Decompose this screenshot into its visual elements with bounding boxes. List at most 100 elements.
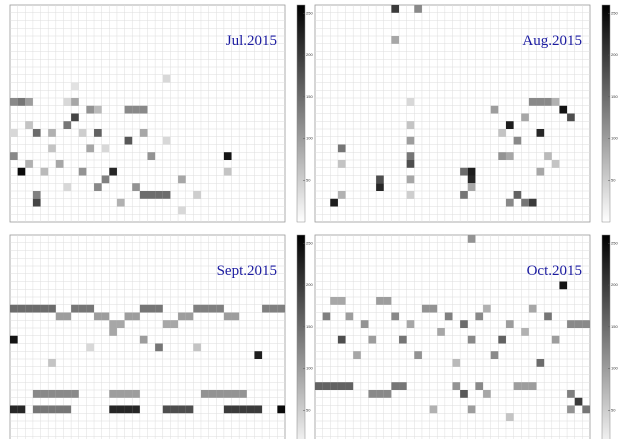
- heat-cell: [330, 198, 338, 207]
- heat-cell: [353, 351, 361, 359]
- colorbar-tick-label: 150: [306, 324, 313, 329]
- heat-cell: [86, 105, 95, 114]
- heat-cell: [383, 390, 392, 398]
- heat-cell: [521, 113, 529, 122]
- heat-cell: [193, 304, 201, 313]
- heat-cell: [505, 320, 514, 328]
- heat-cell: [582, 405, 590, 414]
- heat-cell: [40, 390, 49, 398]
- heat-cell: [78, 167, 87, 176]
- heat-cell: [467, 167, 476, 176]
- heat-cell: [48, 144, 56, 153]
- heat-cell: [383, 297, 392, 305]
- heat-cell: [124, 312, 133, 321]
- heat-cell: [414, 351, 422, 359]
- heat-cell: [78, 304, 87, 313]
- heat-cell: [231, 312, 240, 321]
- colorbar-tick-label: 100: [611, 136, 618, 141]
- heat-cell: [559, 105, 568, 114]
- heat-cell: [17, 405, 26, 414]
- heat-cell: [48, 390, 56, 398]
- heat-cell: [132, 312, 140, 321]
- heat-cell: [239, 390, 247, 398]
- heat-cell: [536, 129, 545, 137]
- heat-cell: [55, 312, 64, 321]
- heat-cell: [406, 175, 415, 184]
- heat-cell: [208, 304, 217, 313]
- heat-cell: [475, 382, 484, 390]
- heat-cell: [231, 405, 240, 414]
- heat-cell: [162, 405, 171, 414]
- heat-cell: [337, 297, 346, 305]
- heat-cell: [513, 382, 522, 390]
- heat-cell: [406, 320, 415, 328]
- heat-cell: [475, 312, 484, 321]
- heat-cell: [17, 167, 26, 176]
- colorbar: [601, 234, 611, 439]
- heat-cell: [498, 152, 506, 160]
- heat-cell: [162, 136, 171, 145]
- heat-cell: [55, 405, 64, 414]
- colorbar-tick-label: 250: [611, 10, 618, 15]
- heat-cell: [139, 304, 148, 313]
- heat-cell: [376, 297, 384, 305]
- heat-cell: [25, 121, 33, 129]
- heat-cell: [460, 167, 468, 176]
- heat-cell: [109, 328, 117, 336]
- heat-cell: [490, 105, 499, 114]
- heat-cell: [467, 335, 476, 344]
- heat-cell: [32, 405, 41, 414]
- heat-cell: [231, 390, 240, 398]
- heat-cell: [216, 390, 224, 398]
- heat-cell: [116, 198, 125, 207]
- heat-cell: [208, 390, 217, 398]
- heat-cell: [132, 405, 140, 414]
- heat-cell: [399, 382, 407, 390]
- heat-cell: [513, 136, 522, 145]
- heat-cell: [391, 5, 400, 13]
- heat-cell: [452, 359, 461, 367]
- heat-cell: [193, 191, 201, 199]
- heat-cell: [32, 304, 41, 313]
- heat-cell: [147, 191, 156, 199]
- heat-cell: [528, 382, 537, 390]
- heat-cell: [78, 129, 87, 137]
- heat-cell: [360, 320, 369, 328]
- heat-cell: [269, 304, 278, 313]
- heat-cell: [399, 335, 407, 344]
- heat-cell: [521, 382, 529, 390]
- heat-cell: [536, 167, 545, 176]
- heat-cell: [223, 405, 232, 414]
- heat-cell: [391, 382, 400, 390]
- heat-cell: [178, 175, 186, 184]
- heat-cell: [55, 390, 64, 398]
- heat-cell: [246, 405, 255, 414]
- heat-cell: [94, 312, 102, 321]
- heat-cell: [582, 320, 590, 328]
- heat-cell: [48, 304, 56, 313]
- heat-cell: [498, 129, 506, 137]
- heat-cell: [467, 175, 476, 184]
- heat-cell: [10, 304, 18, 313]
- heat-cell: [521, 198, 529, 207]
- heat-cell: [48, 129, 56, 137]
- heat-cell: [406, 121, 415, 129]
- heat-cell: [101, 312, 110, 321]
- heat-cell: [498, 335, 506, 344]
- heat-cell: [254, 405, 263, 414]
- heat-cell: [48, 405, 56, 414]
- heat-cell: [483, 390, 491, 398]
- heat-cell: [185, 405, 194, 414]
- heat-cell: [337, 160, 346, 168]
- colorbar: [296, 4, 306, 223]
- heat-cell: [109, 390, 117, 398]
- heat-cell: [536, 98, 545, 106]
- heat-cell: [170, 405, 179, 414]
- heat-cell: [17, 304, 26, 313]
- heat-cell: [124, 136, 133, 145]
- heat-cell: [48, 359, 56, 367]
- heat-cell: [567, 113, 575, 122]
- heat-cell: [94, 183, 102, 191]
- heat-cell: [109, 405, 117, 414]
- heat-cell: [460, 390, 468, 398]
